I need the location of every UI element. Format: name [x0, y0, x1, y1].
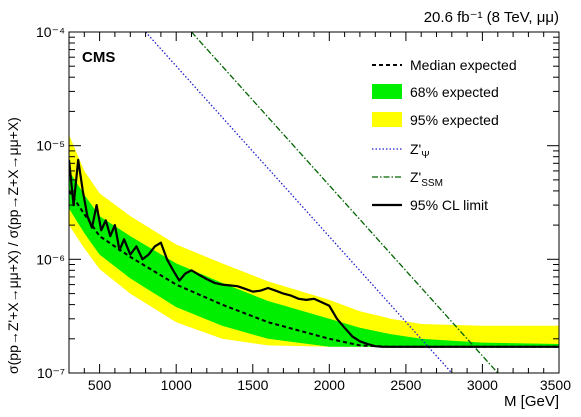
x-tick-label: 3000 [467, 377, 498, 393]
series-observed-limit-line [69, 158, 559, 348]
legend-68-label: 68% expected [410, 84, 499, 100]
y-axis-label: σ(pp→Z'+X→μμ+X) / σ(pp→Z+X→μμ+X) [5, 117, 21, 374]
y-tick-label: 10⁻⁶ [36, 251, 65, 267]
legend: Median expected 68% expected 95% expecte… [372, 57, 517, 213]
x-tick-label: 2500 [390, 377, 421, 393]
x-axis-label: M [GeV] [504, 393, 559, 410]
x-tick-label: 1500 [237, 377, 268, 393]
legend-95-label: 95% expected [410, 112, 499, 128]
legend-68-swatch [372, 84, 402, 99]
x-axis-ticks: 500 1000 1500 2000 2500 3000 3500 [68, 32, 571, 393]
y-tick-label: 10⁻⁴ [36, 24, 65, 40]
legend-zpsi-label: Z'Ψ [410, 141, 430, 161]
legend-95-swatch [372, 112, 402, 127]
x-tick-label: 1000 [161, 377, 192, 393]
series-zpsi-line [145, 32, 453, 373]
lumi-label: 20.6 fb⁻¹ (8 TeV, μμ) [424, 9, 559, 26]
x-tick-label: 3500 [540, 377, 571, 393]
band-68-expected [69, 170, 559, 347]
y-tick-label: 10⁻⁵ [36, 138, 65, 154]
y-tick-label: 10⁻⁷ [37, 365, 65, 381]
series-zssm-line [191, 32, 499, 373]
legend-median-label: Median expected [410, 57, 517, 73]
legend-observed-label: 95% CL limit [410, 197, 488, 213]
series-median-expected-line [69, 190, 559, 348]
x-tick-label: 2000 [314, 377, 345, 393]
legend-zssm-label: Z'SSM [410, 169, 443, 189]
x-tick-label: 500 [88, 377, 112, 393]
experiment-label: CMS [82, 49, 115, 66]
y-axis-ticks: 10⁻⁷ 10⁻⁶ 10⁻⁵ 10⁻⁴ [36, 24, 559, 381]
